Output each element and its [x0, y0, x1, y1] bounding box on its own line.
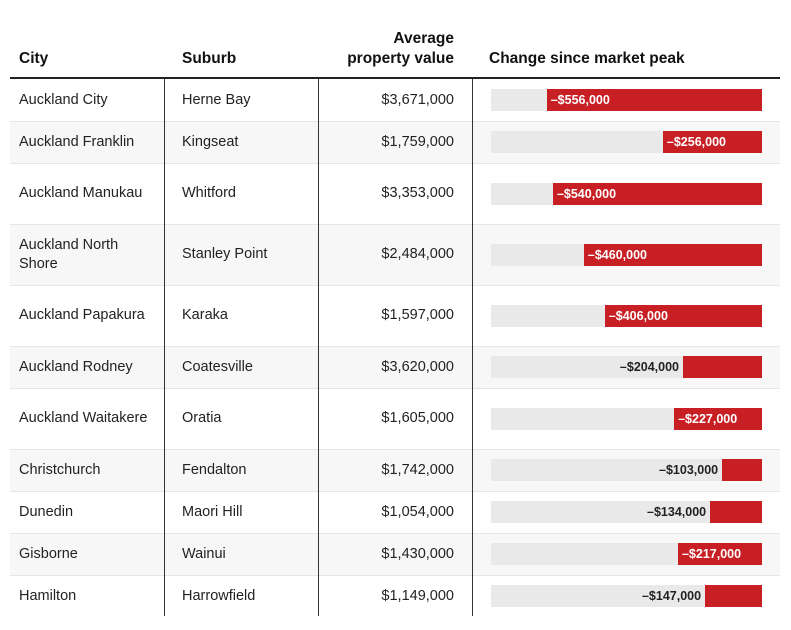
cell-suburb: Maori Hill — [182, 503, 243, 520]
row-border — [10, 533, 780, 534]
cell-city: Auckland City — [19, 91, 108, 108]
column-divider — [472, 79, 473, 616]
change-bar — [683, 356, 762, 378]
header-rule — [10, 77, 780, 79]
cell-city: Auckland North Shore — [19, 236, 119, 272]
cell-value: $1,605,000 — [381, 410, 454, 426]
change-bar — [677, 543, 762, 565]
cell-value: $3,353,000 — [381, 185, 454, 201]
cell-value: $3,620,000 — [381, 358, 454, 375]
cell-suburb: Fendalton — [182, 461, 247, 478]
change-label: –$147,000 — [641, 589, 702, 603]
cell-value: $1,742,000 — [381, 461, 454, 478]
change-label: –$540,000 — [556, 186, 617, 201]
cell-value: $3,671,000 — [381, 91, 454, 108]
change-label: –$556,000 — [550, 93, 610, 107]
change-bar — [705, 585, 762, 607]
row-border — [10, 491, 780, 492]
change-label: –$256,000 — [666, 135, 726, 149]
change-label: –$134,000 — [647, 505, 707, 519]
cell-value: $2,484,000 — [381, 246, 454, 262]
change-label: –$217,000 — [681, 547, 742, 561]
change-bar — [546, 89, 762, 111]
cell-suburb: Coatesville — [182, 358, 253, 375]
row-border — [10, 575, 780, 576]
column-divider — [318, 79, 319, 616]
change-bar — [674, 407, 762, 430]
row-border — [10, 163, 780, 164]
cell-city: Christchurch — [19, 461, 101, 478]
cell-suburb: Wainui — [182, 545, 226, 562]
cell-suburb: Karaka — [182, 307, 228, 323]
row-border — [10, 388, 780, 389]
cell-value: $1,149,000 — [381, 587, 454, 604]
cell-suburb: Kingseat — [182, 133, 239, 150]
row-border — [10, 346, 780, 347]
cell-value: $1,054,000 — [381, 503, 454, 520]
change-bar — [583, 243, 762, 266]
header-value-line2: property value — [347, 50, 454, 67]
row-border — [10, 224, 780, 225]
cell-city: Gisborne — [19, 545, 78, 562]
bar-track — [491, 585, 762, 607]
cell-suburb: Oratia — [182, 410, 222, 426]
bar-track — [491, 501, 762, 523]
cell-city: Auckland Rodney — [19, 358, 133, 375]
change-bar — [710, 501, 762, 523]
cell-suburb: Stanley Point — [182, 246, 268, 262]
cell-city: Hamilton — [19, 587, 77, 604]
change-label: –$103,000 — [659, 463, 719, 477]
change-label: –$204,000 — [619, 360, 680, 374]
cell-value: $1,597,000 — [381, 307, 454, 323]
header-value: Average property value — [320, 29, 454, 69]
column-divider — [164, 79, 165, 616]
row-border — [10, 449, 780, 450]
cell-city: Auckland Papakura — [19, 307, 145, 323]
header-suburb: Suburb — [182, 50, 237, 67]
change-bar — [604, 304, 762, 327]
cell-value: $1,759,000 — [381, 133, 454, 150]
change-label: –$460,000 — [587, 247, 647, 262]
row-border — [10, 121, 780, 122]
header-value-line1: Average — [393, 30, 454, 47]
cell-city: Auckland Manukau — [19, 185, 143, 201]
header-city: City — [19, 50, 49, 67]
cell-city: Auckland Franklin — [19, 133, 135, 150]
bar-track — [491, 459, 762, 481]
cell-suburb: Harrowfield — [182, 587, 256, 604]
change-bar — [552, 182, 762, 205]
cell-suburb: Whitford — [182, 185, 236, 201]
change-bar — [722, 459, 762, 481]
cell-city: Auckland Waitakere — [19, 410, 148, 426]
header-change: Change since market peak — [489, 50, 685, 67]
change-bar — [662, 131, 762, 153]
cell-value: $1,430,000 — [381, 545, 454, 562]
change-label: –$227,000 — [678, 411, 738, 426]
cell-suburb: Herne Bay — [182, 91, 251, 108]
change-label: –$406,000 — [608, 308, 668, 323]
row-border — [10, 285, 780, 286]
cell-city: Dunedin — [19, 503, 74, 520]
